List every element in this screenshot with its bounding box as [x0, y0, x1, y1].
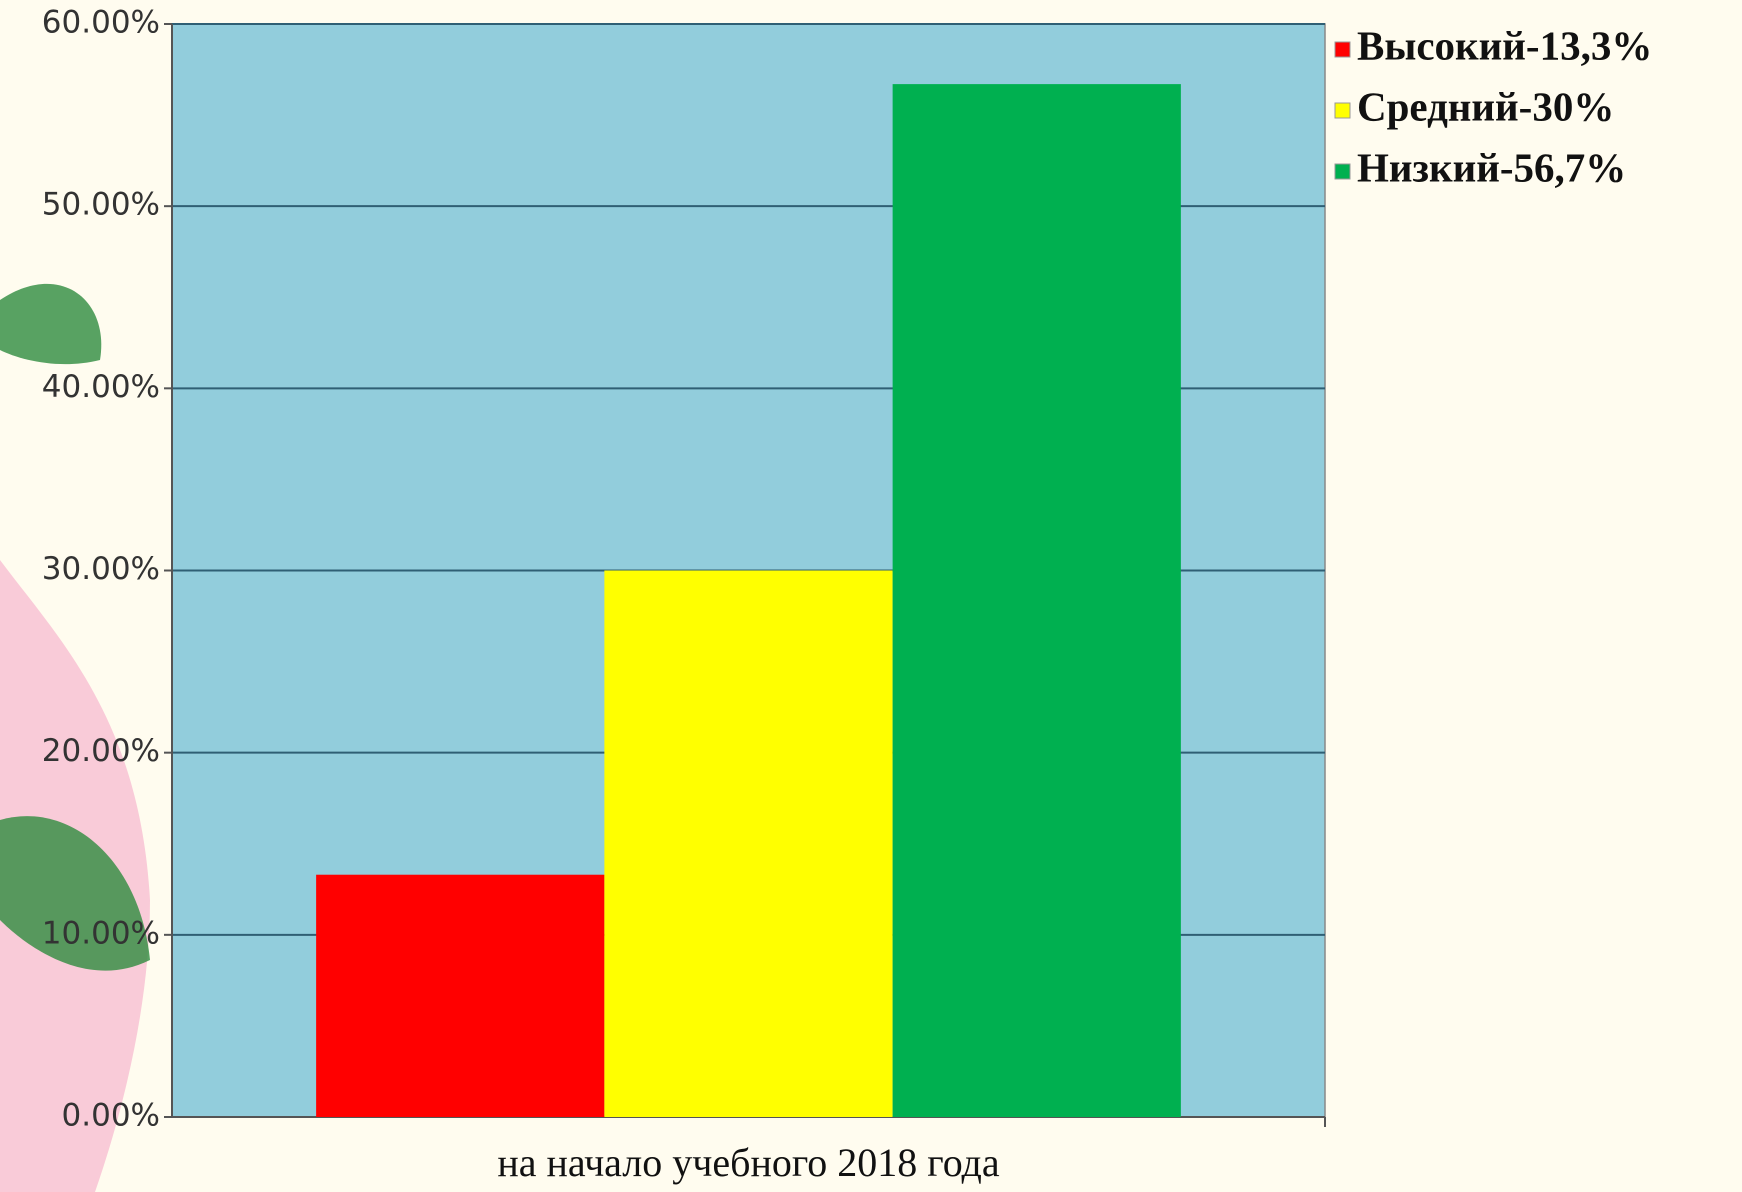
- page: {"chart_data": {"type": "bar", "categori…: [0, 0, 1742, 1192]
- legend-label: Средний-30%: [1357, 83, 1614, 129]
- legend-label: Высокий-13,3%: [1357, 22, 1652, 68]
- y-tick-label: 60.00%: [42, 5, 160, 41]
- bar: [316, 875, 604, 1117]
- bar: [893, 84, 1181, 1117]
- y-tick-label: 0.00%: [62, 1098, 160, 1134]
- legend-label: Низкий-56,7%: [1357, 144, 1626, 190]
- y-tick-label: 50.00%: [42, 187, 160, 223]
- y-tick-label: 30.00%: [42, 551, 160, 587]
- y-tick-label: 10.00%: [42, 915, 160, 951]
- legend-swatch: [1335, 42, 1350, 57]
- legend-swatch: [1335, 164, 1350, 179]
- chart: 0.00% 10.00% 20.00% 30.00% 40.00% 50.00% 60.00…: [0, 0, 1742, 1192]
- decoration: [0, 284, 101, 364]
- x-tick-label: на начало учебного 2018 года: [497, 1140, 1000, 1185]
- legend-swatch: [1335, 103, 1350, 118]
- y-tick-label: 20.00%: [42, 733, 160, 769]
- bar: [604, 571, 892, 1118]
- y-tick-label: 40.00%: [42, 369, 160, 405]
